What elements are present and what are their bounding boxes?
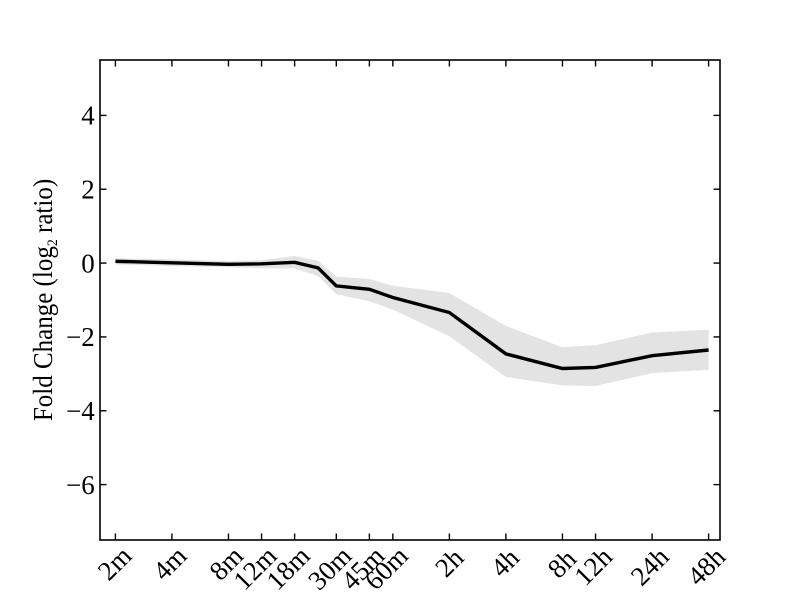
svg-text:0: 0 xyxy=(81,248,95,278)
svg-text:−6: −6 xyxy=(66,470,95,500)
svg-text:2: 2 xyxy=(81,175,95,205)
svg-text:−4: −4 xyxy=(66,396,95,426)
svg-text:Fold Change (log2 ratio): Fold Change (log2 ratio) xyxy=(28,179,61,421)
svg-text:−2: −2 xyxy=(66,322,95,352)
svg-text:4: 4 xyxy=(81,101,95,131)
